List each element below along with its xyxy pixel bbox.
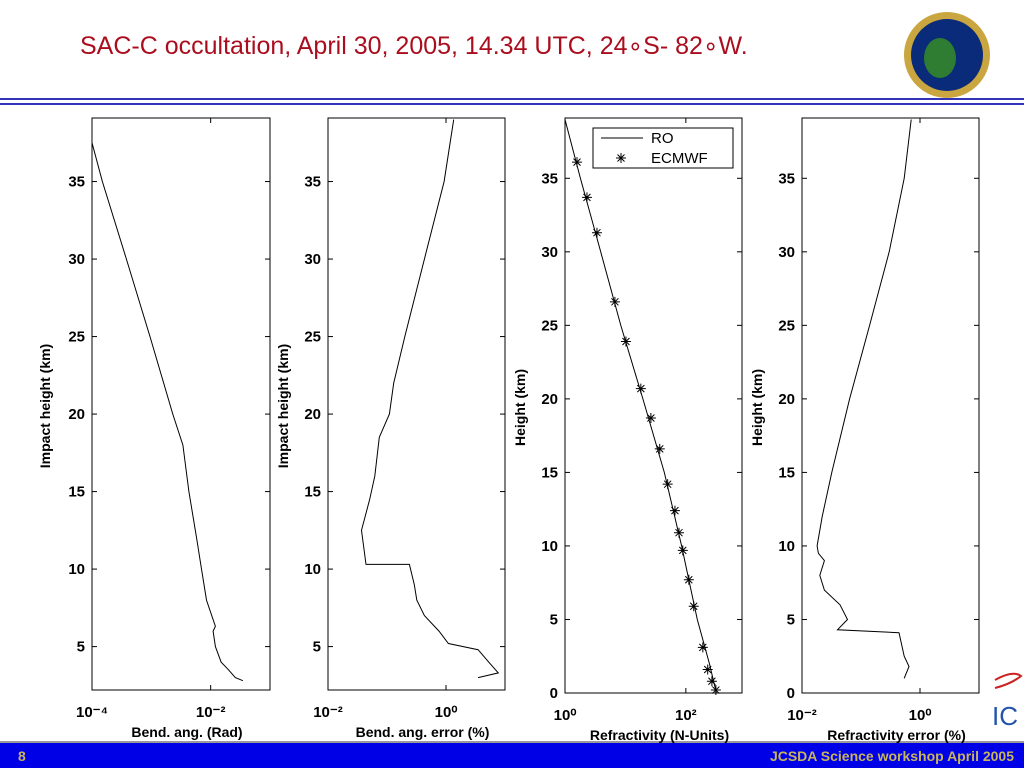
data-point [591,227,602,238]
data-point [572,157,583,168]
y-tick-label: 0 [787,685,795,702]
plot-frame [564,117,743,694]
y-tick-label: 5 [787,611,795,628]
x-tick-label: 10⁰ [554,707,577,724]
data-point [609,296,620,307]
x-tick-label: 10⁰ [435,704,458,721]
x-tick-label: 10⁻² [196,704,226,721]
y-axis-label: Impact height (km) [275,344,291,468]
y-tick-label: 35 [541,170,558,187]
y-tick-label: 15 [541,464,558,481]
corner-logo: IC [992,672,1023,731]
y-tick-label: 10 [541,538,558,555]
y-axis-label: Height (km) [749,369,765,446]
y-tick-label: 30 [304,251,321,268]
panel: 0 5 10 15 20 25 30 35 10⁻² 10⁰ Refractivity error … [749,117,980,743]
y-axis-label: Impact height (km) [37,344,53,468]
plot-frame [801,117,980,694]
data-line [564,119,717,694]
y-tick-label: 10 [778,538,795,555]
page-number: 8 [18,748,26,764]
y-tick-label: 5 [550,611,558,628]
slide-title: SAC-C occultation, April 30, 2005, 14.34… [80,32,748,60]
data-point [645,413,656,423]
y-tick-label: 15 [68,484,85,501]
y-axis-label: Height (km) [512,369,528,446]
y-tick-label: 20 [778,391,795,408]
x-axis-label: Refractivity error (%) [827,727,966,743]
data-point [669,505,680,516]
footer-bar [0,742,1024,768]
logo [904,12,990,98]
x-tick-label: 10⁻² [787,707,817,724]
data-point [683,574,694,585]
plot-frame [91,117,271,691]
data-point [706,676,717,687]
data-line [360,119,500,679]
y-tick-label: 25 [541,317,558,334]
x-tick-label: 10⁻² [313,704,343,721]
y-tick-label: 35 [778,170,795,187]
y-tick-label: 35 [68,174,85,191]
y-tick-label: 30 [541,244,558,261]
panel: 5 10 15 20 25 30 35 10⁻² 10⁰ Bend. ang. error (%)… [275,117,506,740]
x-axis-label: Bend. ang. (Rad) [131,724,242,740]
data-point [662,479,673,490]
logo-land [924,38,956,78]
legend-marker [616,153,626,163]
data-line [816,119,912,679]
y-tick-label: 20 [541,391,558,408]
y-tick-label: 20 [68,406,85,423]
x-tick-label: 10⁰ [909,707,932,724]
x-axis-label: Bend. ang. error (%) [356,724,490,740]
x-tick-label: 10⁻⁴ [76,704,108,721]
y-tick-label: 5 [313,639,321,656]
corner-logo-text: IC [992,701,1018,731]
y-tick-label: 30 [778,244,795,261]
y-tick-label: 25 [778,317,795,334]
footer-text: JCSDA Science workshop April 2005 [770,748,1014,764]
legend-label: ECMWF [651,150,708,167]
y-tick-label: 25 [304,329,321,346]
data-point [702,664,713,675]
panel: 0 5 10 15 20 25 30 35 10⁰ 10² Refractivity (N-Unit… [512,117,743,743]
y-tick-label: 10 [68,561,85,578]
y-tick-label: 5 [77,639,85,656]
data-point [710,685,721,696]
data-point [677,545,688,556]
y-tick-label: 20 [304,406,321,423]
data-point [673,527,684,538]
y-tick-label: 25 [68,329,85,346]
y-tick-label: 15 [304,484,321,501]
legend-box [592,127,734,169]
data-point [697,642,708,653]
x-axis-label: Refractivity (N-Units) [590,727,729,743]
data-line [91,142,244,682]
x-tick-label: 10² [675,707,697,724]
y-tick-label: 35 [304,174,321,191]
data-point [635,383,646,394]
legend-label: RO [651,130,674,147]
plot-frame [327,117,506,691]
data-point [654,443,665,454]
data-point [620,336,631,347]
data-point [688,601,699,612]
y-tick-label: 15 [778,464,795,481]
corner-logo-swoosh [994,672,1023,689]
panel: 5 10 15 20 25 30 35 10⁻⁴ 10⁻² Bend. ang. (Rad) Imp… [37,117,271,740]
y-tick-label: 10 [304,561,321,578]
y-tick-label: 0 [550,685,558,702]
data-point [581,192,592,203]
y-tick-label: 30 [68,251,85,268]
legend: RO ECMWF [592,127,734,169]
